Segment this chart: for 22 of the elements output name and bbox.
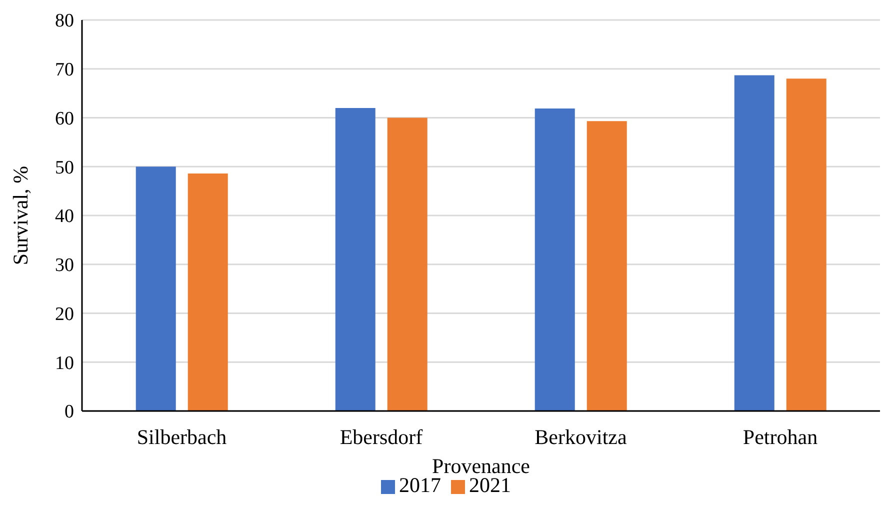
bar — [136, 166, 176, 411]
y-tick-label: 50 — [55, 157, 74, 178]
y-tick-label: 40 — [55, 206, 74, 228]
x-tick-label: Ebersdorf — [340, 424, 423, 449]
bar — [335, 108, 376, 411]
bar — [387, 118, 428, 411]
bar — [188, 173, 228, 411]
y-tick-label: 70 — [55, 60, 74, 81]
x-tick-label: Petrohan — [742, 424, 818, 449]
x-tick-label: Silberbach — [136, 424, 228, 449]
bar — [586, 121, 627, 411]
y-axis-title: Survival, % — [8, 166, 32, 266]
y-tick-label: 20 — [55, 304, 74, 325]
y-tick-label: 10 — [55, 352, 74, 374]
y-tick-label: 60 — [55, 108, 74, 130]
bar — [786, 78, 826, 411]
bar — [534, 108, 575, 411]
y-tick-label: 80 — [55, 10, 74, 32]
bar — [734, 75, 774, 411]
y-tick-label: 30 — [55, 255, 74, 276]
y-tick-label: 0 — [64, 402, 74, 423]
x-tick-label: Berkovitza — [534, 424, 628, 449]
